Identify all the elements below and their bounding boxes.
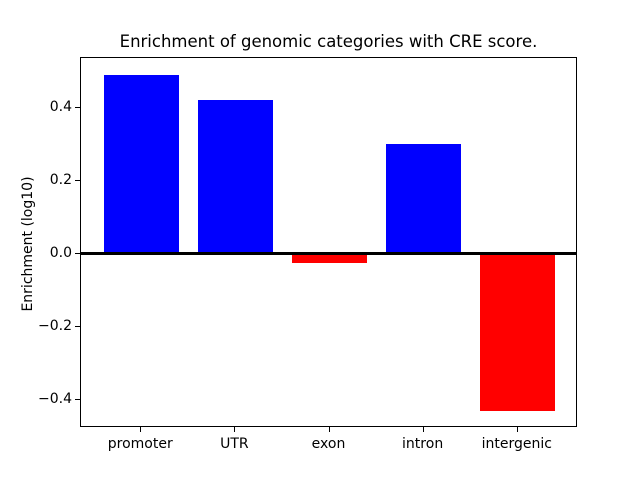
x-tick-label-UTR: UTR (220, 436, 249, 452)
x-tick (422, 427, 424, 432)
chart-title: Enrichment of genomic categories with CR… (119, 32, 538, 51)
y-tick-label: 0.2 (49, 171, 72, 188)
zero-line (81, 252, 576, 256)
bar-exon (291, 253, 368, 264)
plot-area (80, 57, 577, 427)
y-tick (75, 179, 80, 181)
x-tick-label-intergenic: intergenic (481, 436, 552, 452)
bar-intergenic (480, 253, 556, 412)
x-tick-label-exon: exon (311, 436, 346, 452)
y-tick-label: −0.2 (38, 318, 72, 335)
x-tick (140, 427, 142, 432)
x-tick-label-promoter: promoter (107, 436, 173, 452)
x-tick (328, 427, 330, 432)
y-tick-label: −0.4 (38, 391, 72, 408)
x-tick-label-intron: intron (402, 436, 444, 452)
x-tick (516, 427, 518, 432)
y-tick (75, 326, 80, 328)
bar-intron (385, 144, 462, 254)
bar-UTR (197, 100, 274, 254)
y-axis-label: Enrichment (log10) (20, 176, 36, 312)
y-tick (75, 106, 80, 108)
bar-promoter (103, 74, 179, 254)
y-tick (75, 399, 80, 401)
y-tick-label: 0.4 (49, 98, 72, 115)
y-tick-label: 0.0 (49, 244, 72, 261)
x-tick (234, 427, 236, 432)
y-tick (75, 252, 80, 254)
